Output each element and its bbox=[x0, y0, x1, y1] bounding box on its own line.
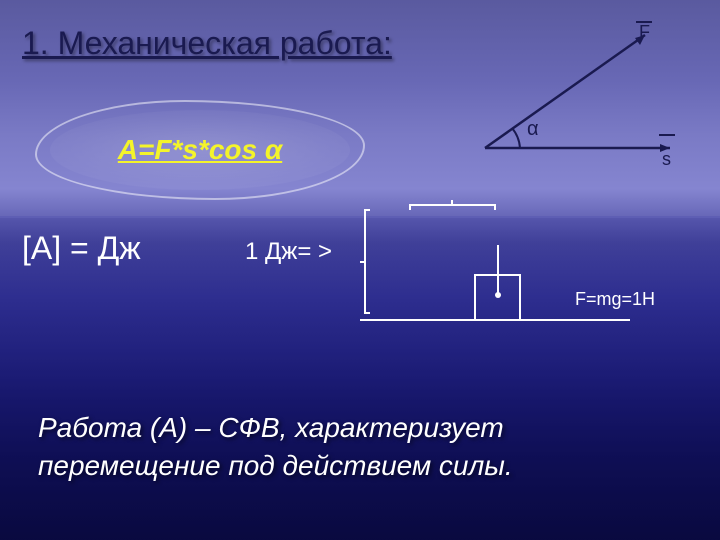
formula-container: A=F*s*cos α bbox=[50, 110, 350, 190]
distance-label: s bbox=[662, 149, 671, 169]
unit-value: 1 Дж= > bbox=[245, 238, 332, 266]
unit-label: [A] = Дж bbox=[22, 230, 141, 267]
force-label: F bbox=[639, 22, 650, 42]
slide-title: 1. Механическая работа: bbox=[22, 25, 392, 62]
angle-diagram: F s α bbox=[460, 20, 685, 170]
angle-label: α bbox=[527, 118, 539, 140]
distance-diagram: F=mg=1Н bbox=[350, 195, 680, 345]
force-mg-label: F=mg=1Н bbox=[575, 289, 655, 309]
formula-text: A=F*s*cos α bbox=[118, 134, 282, 166]
description-text: Работа (А) – СФВ, характеризует перемеще… bbox=[38, 409, 682, 485]
